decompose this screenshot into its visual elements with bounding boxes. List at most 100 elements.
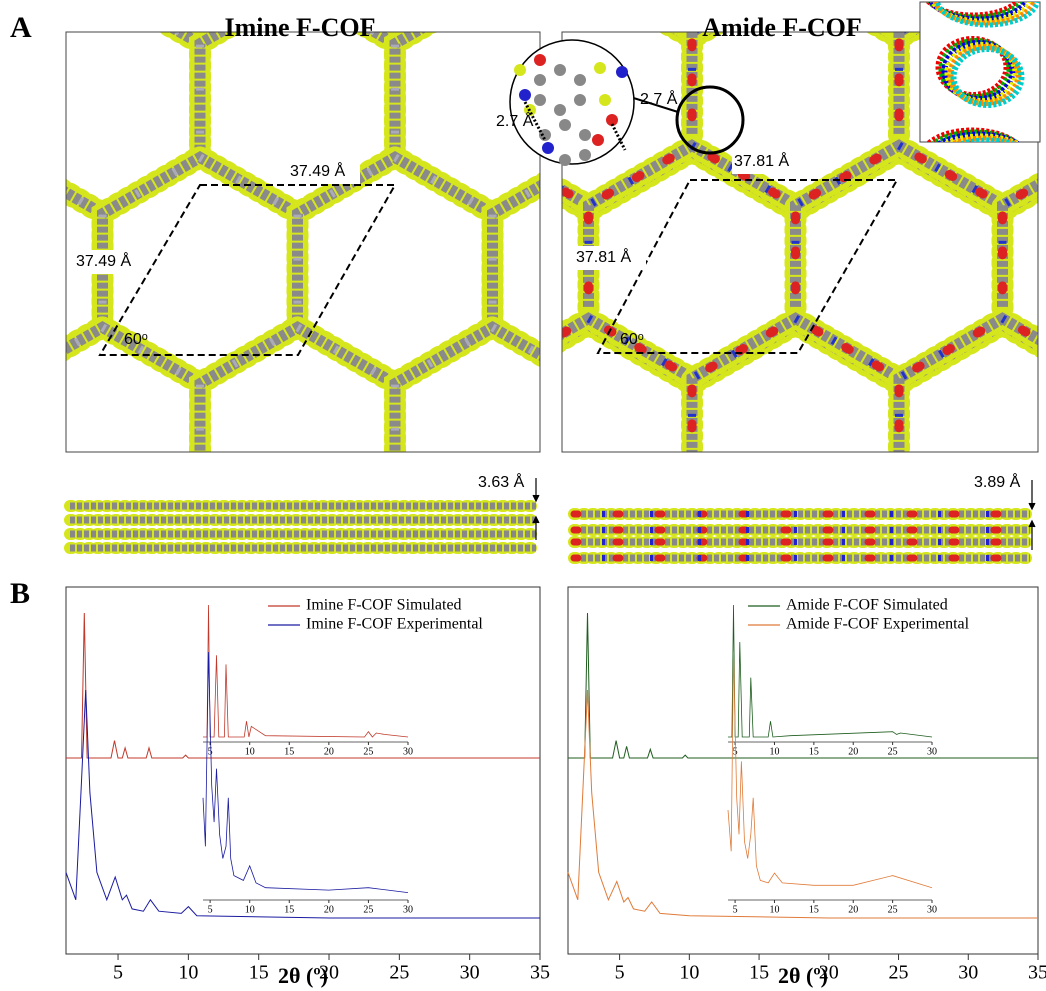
atom xyxy=(514,64,526,76)
x-axis-label: 2θ (º) xyxy=(778,963,828,988)
linker xyxy=(0,667,5,892)
x-tick-label: 30 xyxy=(460,962,480,984)
linker xyxy=(692,665,899,904)
legend-label: Imine F-COF Experimental xyxy=(306,616,483,633)
atom xyxy=(579,149,591,161)
x-tick-label: 30 xyxy=(958,962,978,984)
linker xyxy=(0,0,5,213)
pxrd-charts: 5 10 15 20 25 30 35 2θ (º) Imine F-COF Simulated… xyxy=(66,587,1046,988)
linker xyxy=(485,665,692,904)
linker xyxy=(71,665,278,904)
linker xyxy=(0,319,71,558)
linker xyxy=(395,667,590,892)
linker xyxy=(0,0,5,213)
linker xyxy=(71,665,278,904)
linker xyxy=(0,665,71,904)
linker xyxy=(899,665,1046,904)
linker xyxy=(0,665,71,904)
cell-angle: 60ᵒ xyxy=(620,331,644,348)
x-tick-label: 25 xyxy=(888,746,898,757)
x-tick-label: 15 xyxy=(809,904,819,915)
linker xyxy=(0,665,71,904)
linker xyxy=(0,319,71,558)
atom xyxy=(554,64,566,76)
panel-label: B xyxy=(10,577,30,610)
linker xyxy=(899,665,1046,904)
x-tick-label: 25 xyxy=(363,746,373,757)
x-tick-label: 10 xyxy=(679,962,699,984)
linker xyxy=(0,327,5,552)
hbond-length: 2.7 Å xyxy=(640,89,678,108)
pxrd-line xyxy=(203,652,408,893)
legend-label: Amide F-COF Experimental xyxy=(786,616,970,633)
x-tick-label: 30 xyxy=(927,746,937,757)
x-tick-label: 20 xyxy=(848,746,858,757)
linker xyxy=(5,667,200,892)
linker xyxy=(493,0,688,43)
linker xyxy=(0,667,5,892)
atom xyxy=(542,142,554,154)
x-tick-label: 5 xyxy=(733,746,738,757)
x-tick-label: 30 xyxy=(403,746,413,757)
x-tick-label: 25 xyxy=(888,904,898,915)
linker xyxy=(0,492,175,731)
figure: A B Imine F-COF Amide F-COF 37.49 Å 37.4… xyxy=(0,0,1046,991)
linker xyxy=(493,0,688,43)
atom xyxy=(599,94,611,106)
linker xyxy=(0,327,5,552)
pxrd-line xyxy=(568,690,1038,918)
atom xyxy=(594,62,606,74)
linker xyxy=(0,492,175,731)
pxrd-line xyxy=(66,690,540,918)
linker xyxy=(71,665,278,904)
x-tick-label: 20 xyxy=(324,904,334,915)
layer-spacing: 3.63 Å xyxy=(478,472,525,491)
linker xyxy=(899,665,1046,904)
atom xyxy=(616,66,628,78)
atom xyxy=(519,89,531,101)
linker xyxy=(692,319,899,558)
pxrd-line xyxy=(568,613,1038,758)
atom xyxy=(534,94,546,106)
atom xyxy=(534,54,546,66)
linker xyxy=(692,665,899,904)
x-tick-label: 35 xyxy=(1028,962,1046,984)
atom xyxy=(574,74,586,86)
x-tick-label: 5 xyxy=(733,904,738,915)
x-tick-label: 25 xyxy=(889,962,909,984)
linker xyxy=(0,492,175,731)
x-tick-label: 15 xyxy=(284,904,294,915)
linker xyxy=(692,665,899,904)
x-tick-label: 10 xyxy=(178,962,198,984)
x-tick-label: 30 xyxy=(927,904,937,915)
atom xyxy=(554,104,566,116)
linker xyxy=(278,665,485,904)
hbond-length: 2.7 Å xyxy=(496,111,534,130)
x-tick-label: 5 xyxy=(615,962,625,984)
x-tick-label: 25 xyxy=(363,904,373,915)
inset-chart: 5 10 15 20 25 30 xyxy=(203,652,413,915)
linker xyxy=(200,667,395,892)
stacking-views xyxy=(70,506,1030,558)
linker xyxy=(0,665,71,904)
legend-label: Imine F-COF Simulated xyxy=(306,597,462,614)
linker xyxy=(395,667,590,892)
x-axis-label: 2θ (º) xyxy=(278,963,328,988)
linker xyxy=(71,665,278,904)
linker xyxy=(493,0,688,43)
plot-frame xyxy=(568,587,1038,954)
structure-title: Amide F-COF xyxy=(702,13,862,42)
arrow-head xyxy=(533,495,539,501)
atom xyxy=(534,74,546,86)
linker xyxy=(278,665,485,904)
linker xyxy=(200,667,395,892)
x-tick-label: 20 xyxy=(848,904,858,915)
linker xyxy=(0,327,5,552)
pxrd-line xyxy=(728,652,932,888)
x-tick-label: 15 xyxy=(284,746,294,757)
cell-length: 37.49 Å xyxy=(290,161,345,180)
x-tick-label: 10 xyxy=(245,904,255,915)
x-tick-label: 5 xyxy=(208,904,213,915)
